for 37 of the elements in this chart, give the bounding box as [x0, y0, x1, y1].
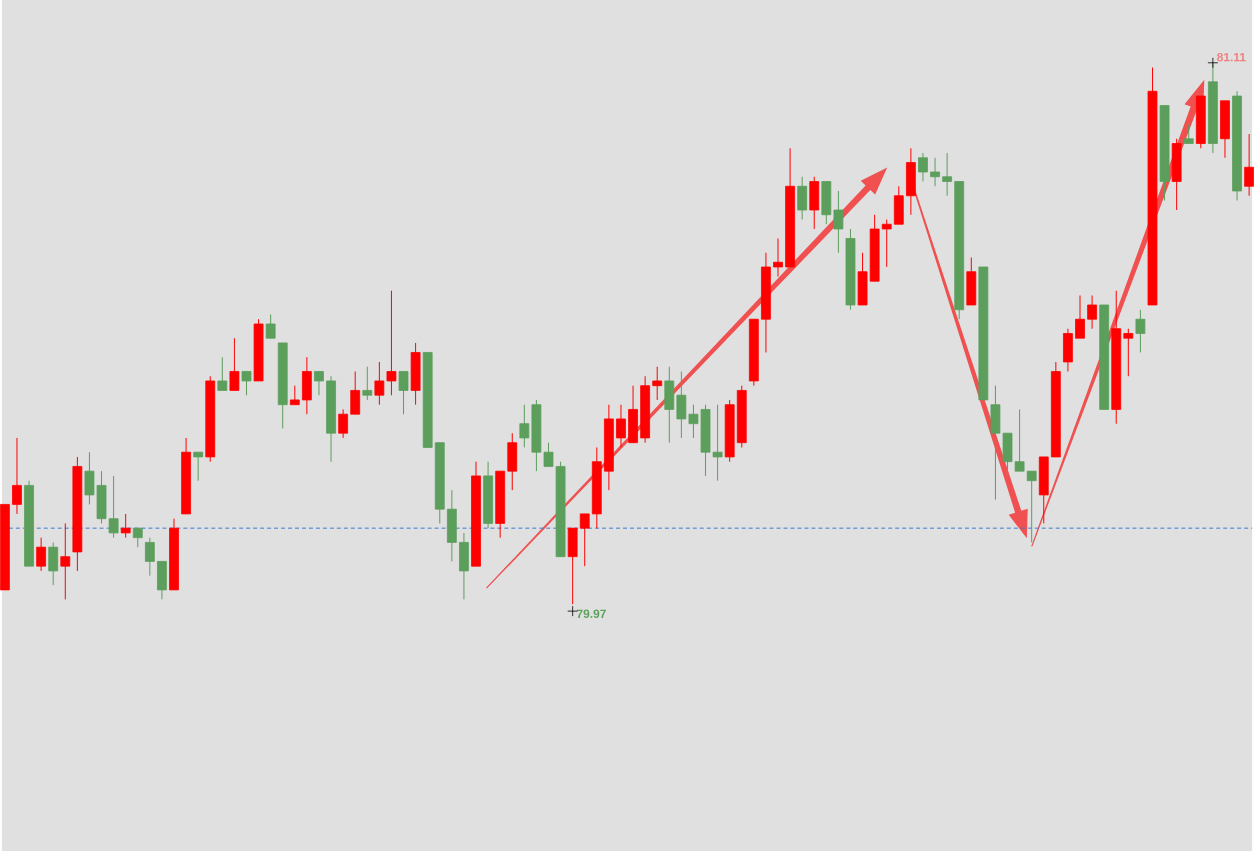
candlestick: [289, 385, 300, 405]
candlestick: [350, 370, 361, 415]
candlestick: [1087, 294, 1097, 330]
candlestick: [652, 366, 663, 401]
candlestick: [265, 313, 276, 339]
candlestick: [579, 513, 590, 567]
text: 81.11: [1217, 52, 1246, 62]
candlestick: [1183, 123, 1194, 144]
candlestick: [918, 152, 928, 182]
candlestick: [241, 370, 252, 396]
candlestick: [362, 366, 373, 401]
candlestick: [1026, 470, 1037, 543]
candlestick: [144, 536, 155, 576]
candlestick: [120, 513, 131, 538]
candlestick: [1075, 294, 1085, 339]
candlestick: [833, 190, 844, 254]
candlestick: [12, 437, 22, 515]
candlestick: [48, 541, 59, 586]
candlestick: [773, 237, 783, 277]
candlestick: [229, 337, 240, 391]
candlestick: [616, 404, 626, 448]
candlestick: [881, 218, 892, 268]
candlestick: [519, 404, 530, 448]
candlestick: [1135, 309, 1146, 353]
text: 79.97: [576, 609, 606, 618]
candlestick: [797, 176, 808, 220]
candlestick: [193, 451, 204, 481]
candlestick: [1244, 133, 1254, 197]
candlestick: [1123, 328, 1134, 377]
candlestick: [217, 356, 228, 391]
candlestick: [930, 157, 940, 187]
candlestick: [314, 370, 324, 396]
candlestick: [60, 522, 71, 600]
candlestick: [338, 408, 349, 439]
candlestick: [36, 536, 47, 572]
candlestick: [942, 152, 953, 197]
candlestick: [398, 370, 409, 415]
